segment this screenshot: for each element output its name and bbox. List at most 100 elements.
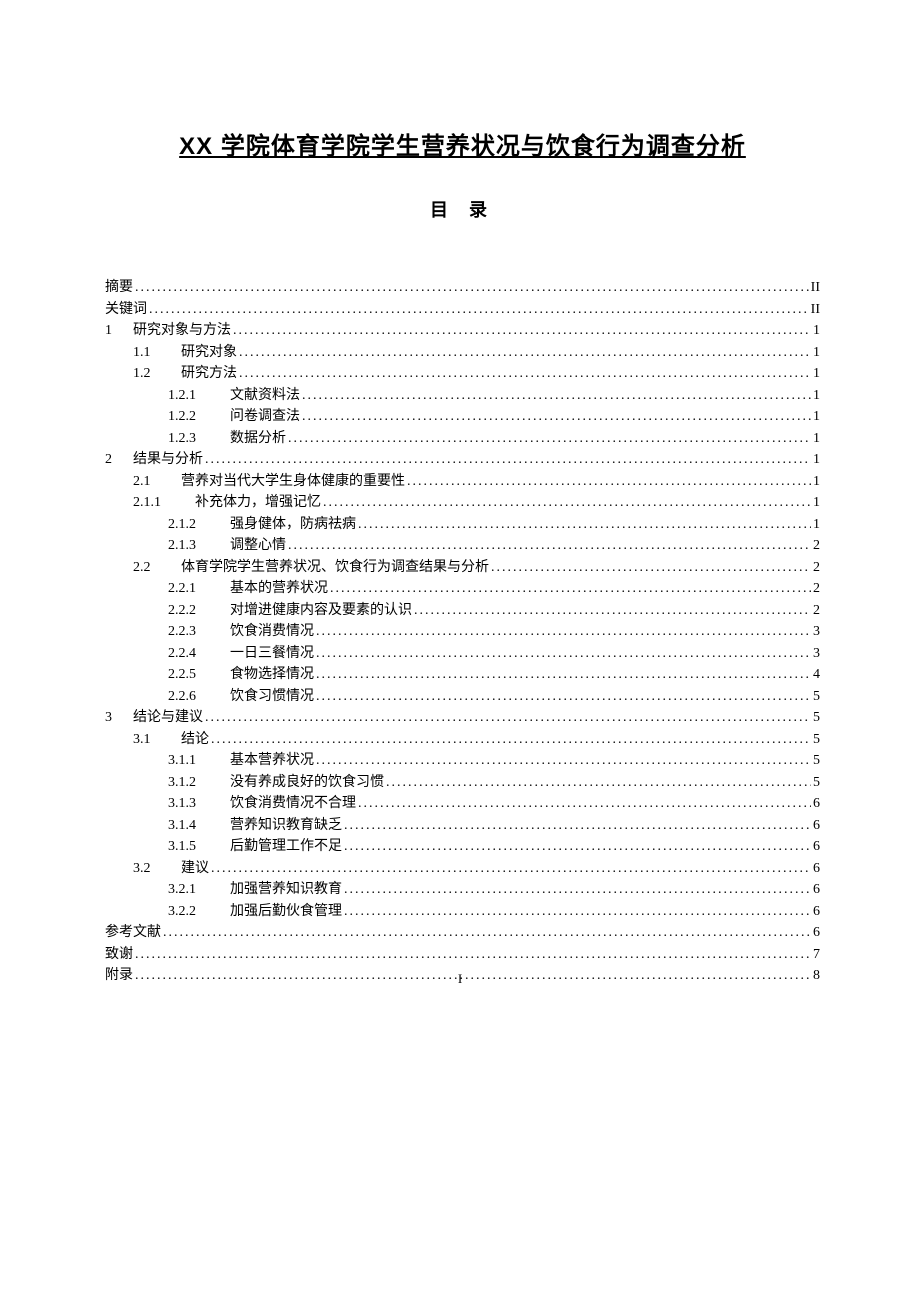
toc-entry: 3.1.5后勤管理工作不足 6 — [105, 836, 820, 858]
toc-entry-text: 加强营养知识教育 — [230, 879, 342, 901]
toc-entry: 摘要II — [105, 277, 820, 299]
toc-entry-number: 1.2 — [133, 363, 181, 385]
toc-entry-page: 6 — [813, 815, 820, 837]
toc-leader-dots — [239, 342, 811, 364]
toc-entry-number: 2.1.1 — [133, 492, 195, 514]
toc-entry-text: 后勤管理工作不足 — [230, 836, 342, 858]
toc-entry: 2.1营养对当代大学生身体健康的重要性 1 — [105, 471, 820, 493]
toc-entry-page: 1 — [813, 320, 820, 342]
toc-entry-page: 6 — [813, 922, 820, 944]
toc-entry-page: 1 — [813, 471, 820, 493]
toc-entry-text: 食物选择情况 — [230, 664, 314, 686]
toc-entry: 2.1.1补充体力，增强记忆 1 — [105, 492, 820, 514]
toc-entry-number: 3.1 — [133, 729, 181, 751]
toc-entry-page: 5 — [813, 772, 820, 794]
toc-leader-dots — [211, 858, 811, 880]
toc-entry-page: 2 — [813, 535, 820, 557]
toc-entry: 2.2.1基本的营养状况 2 — [105, 578, 820, 600]
toc-leader-dots — [302, 385, 811, 407]
toc-entry-page: 1 — [813, 363, 820, 385]
toc-entry: 3.1结论 5 — [105, 729, 820, 751]
toc-leader-dots — [302, 406, 811, 428]
toc-entry-number: 3 — [105, 707, 133, 729]
toc-entry-number: 1 — [105, 320, 133, 342]
toc-entry: 关键词II — [105, 299, 820, 321]
toc-entry-text: 关键词 — [105, 299, 147, 321]
toc-entry-number: 2.2.1 — [168, 578, 230, 600]
toc-entry-number: 1.1 — [133, 342, 181, 364]
toc-entry-number: 3.1.2 — [168, 772, 230, 794]
toc-entry-page: 6 — [813, 879, 820, 901]
toc-entry-text: 结论 — [181, 729, 209, 751]
toc-heading: 目 录 — [105, 196, 820, 222]
toc-entry-text: 体育学院学生营养状况、饮食行为调查结果与分析 — [181, 557, 489, 579]
toc-entry-number: 2.2 — [133, 557, 181, 579]
toc-leader-dots — [344, 901, 811, 923]
toc-entry-text: 基本的营养状况 — [230, 578, 328, 600]
toc-entry-text: 营养知识教育缺乏 — [230, 815, 342, 837]
toc-leader-dots — [135, 944, 811, 966]
toc-entry: 1.1研究对象 1 — [105, 342, 820, 364]
toc-entry-page: 6 — [813, 858, 820, 880]
toc-entry-text: 参考文献 — [105, 922, 161, 944]
toc-entry-number: 2.1 — [133, 471, 181, 493]
toc-leader-dots — [344, 879, 811, 901]
toc-entry-text: 没有养成良好的饮食习惯 — [230, 772, 384, 794]
toc-leader-dots — [316, 686, 811, 708]
toc-leader-dots — [205, 449, 811, 471]
toc-entry-text: 调整心情 — [230, 535, 286, 557]
toc-leader-dots — [316, 750, 811, 772]
toc-leader-dots — [211, 729, 811, 751]
toc-entry-page: 2 — [813, 578, 820, 600]
toc-entry-text: 饮食消费情况 — [230, 621, 314, 643]
toc-entry: 3.1.4营养知识教育缺乏 6 — [105, 815, 820, 837]
toc-entry-text: 数据分析 — [230, 428, 286, 450]
toc-entry-page: 2 — [813, 557, 820, 579]
toc-leader-dots — [323, 492, 811, 514]
toc-entry: 2.2.4一日三餐情况 3 — [105, 643, 820, 665]
toc-entry: 1.2研究方法 1 — [105, 363, 820, 385]
toc-entry-text: 饮食习惯情况 — [230, 686, 314, 708]
toc-leader-dots — [288, 428, 811, 450]
toc-entry-page: 7 — [813, 944, 820, 966]
toc-entry-text: 强身健体，防病祛病 — [230, 514, 356, 536]
toc-entry-page: II — [811, 277, 820, 299]
toc-entry-page: 1 — [813, 514, 820, 536]
toc-entry: 参考文献 6 — [105, 922, 820, 944]
toc-entry-number: 3.1.3 — [168, 793, 230, 815]
toc-entry: 1.2.2问卷调查法 1 — [105, 406, 820, 428]
toc-entry-text: 研究方法 — [181, 363, 237, 385]
toc-entry: 3.1.1基本营养状况 5 — [105, 750, 820, 772]
document-title: XX 学院体育学院学生营养状况与饮食行为调查分析 — [105, 126, 820, 161]
toc-entry: 3.2建议 6 — [105, 858, 820, 880]
toc-leader-dots — [330, 578, 811, 600]
toc-entry: 2.1.3调整心情 2 — [105, 535, 820, 557]
toc-entry: 1.2.1文献资料法 1 — [105, 385, 820, 407]
toc-entry-number: 1.2.2 — [168, 406, 230, 428]
toc-entry-text: 致谢 — [105, 944, 133, 966]
toc-entry-number: 2.2.6 — [168, 686, 230, 708]
toc-entry-page: 5 — [813, 750, 820, 772]
toc-leader-dots — [149, 299, 809, 321]
toc-list: 摘要II关键词II1研究对象与方法11.1研究对象 11.2研究方法 11.2.… — [105, 277, 820, 987]
toc-leader-dots — [205, 707, 811, 729]
toc-entry-text: 研究对象与方法 — [133, 320, 231, 342]
toc-entry: 1研究对象与方法1 — [105, 320, 820, 342]
toc-entry-page: 1 — [813, 385, 820, 407]
toc-leader-dots — [316, 643, 811, 665]
toc-leader-dots — [316, 621, 811, 643]
toc-entry-page: 6 — [813, 836, 820, 858]
toc-leader-dots — [344, 836, 811, 858]
toc-entry: 2.2.6饮食习惯情况 5 — [105, 686, 820, 708]
toc-entry: 2.1.2强身健体，防病祛病 1 — [105, 514, 820, 536]
toc-entry-text: 一日三餐情况 — [230, 643, 314, 665]
toc-entry: 3.1.3饮食消费情况不合理 6 — [105, 793, 820, 815]
toc-entry-number: 1.2.3 — [168, 428, 230, 450]
toc-entry-number: 2.2.5 — [168, 664, 230, 686]
toc-entry-number: 2.1.3 — [168, 535, 230, 557]
toc-leader-dots — [344, 815, 811, 837]
toc-entry: 1.2.3数据分析 1 — [105, 428, 820, 450]
toc-leader-dots — [233, 320, 811, 342]
toc-entry-number: 3.1.4 — [168, 815, 230, 837]
toc-entry-number: 3.1.1 — [168, 750, 230, 772]
